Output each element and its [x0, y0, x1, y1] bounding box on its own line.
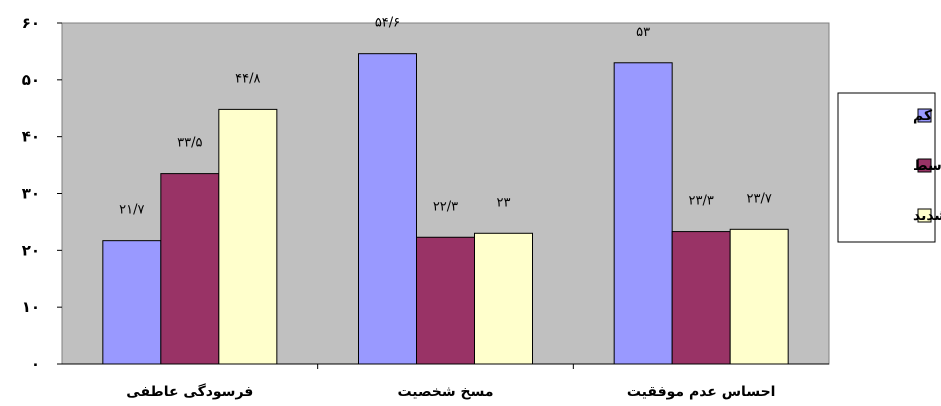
- data-label: ۳۳/۵: [177, 136, 202, 151]
- bar-3-3: [729, 228, 789, 365]
- legend-swatch: [917, 208, 932, 223]
- bar-1-2: [358, 53, 417, 365]
- bar-2-3: [671, 231, 731, 365]
- y-tick-label: ۰: [31, 355, 40, 373]
- y-axis-ticks: ۰ ۱۰ ۲۰ ۳۰ ۴۰ ۵۰ ۶۰: [22, 14, 62, 373]
- bars-group: [102, 53, 789, 365]
- data-labels: ۲۱/۷ ۳۳/۵ ۴۴/۸ ۵۴/۶ ۲۲/۳ ۲۳ ۵۳ ۲۳/۳ ۲۳/۷: [119, 16, 772, 218]
- data-label: ۲۲/۳: [433, 199, 458, 214]
- legend-swatch: [917, 158, 932, 173]
- data-label: ۲۳/۳: [689, 194, 714, 209]
- bar-3-1: [218, 108, 278, 365]
- bar-2-1: [160, 173, 220, 365]
- legend-label: کم: [913, 108, 933, 124]
- data-label: ۲۱/۷: [119, 203, 144, 218]
- y-tick-label: ۲۰: [22, 241, 40, 259]
- y-tick-label: ۱۰: [22, 298, 40, 316]
- data-label: ۵۳: [636, 25, 650, 40]
- data-label: ۵۴/۶: [375, 16, 400, 31]
- bar-1-3: [613, 62, 673, 365]
- y-tick-label: ۳۰: [22, 185, 40, 203]
- y-tick-label: ۵۰: [22, 71, 40, 89]
- bar-3-2: [474, 232, 533, 365]
- y-tick-label: ۶۰: [22, 14, 40, 32]
- bar-1-1: [102, 240, 162, 365]
- legend-label: شدید: [913, 208, 941, 224]
- data-label: ۲۳: [497, 195, 511, 210]
- x-axis-categories: فرسودگی عاطفی مسخ شخصیت احساس عدم موفقیت: [62, 363, 829, 400]
- bar-2-2: [416, 236, 475, 365]
- x-category-label: احساس عدم موفقیت: [627, 384, 776, 400]
- y-tick-label: ۴۰: [22, 128, 40, 146]
- data-label: ۴۴/۸: [235, 71, 260, 86]
- legend-label: متوسط: [913, 158, 941, 174]
- legend: کم متوسط شدید: [837, 92, 941, 243]
- x-category-label: مسخ شخصیت: [397, 384, 493, 400]
- legend-swatch: [917, 108, 932, 123]
- x-category-label: فرسودگی عاطفی: [126, 383, 253, 400]
- data-label: ۲۳/۷: [747, 191, 772, 206]
